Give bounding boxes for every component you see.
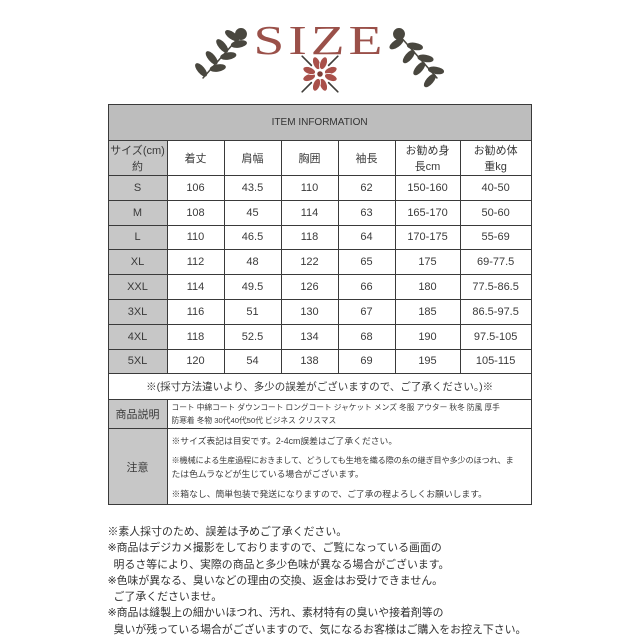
- svg-text:SIZE: SIZE: [254, 18, 387, 63]
